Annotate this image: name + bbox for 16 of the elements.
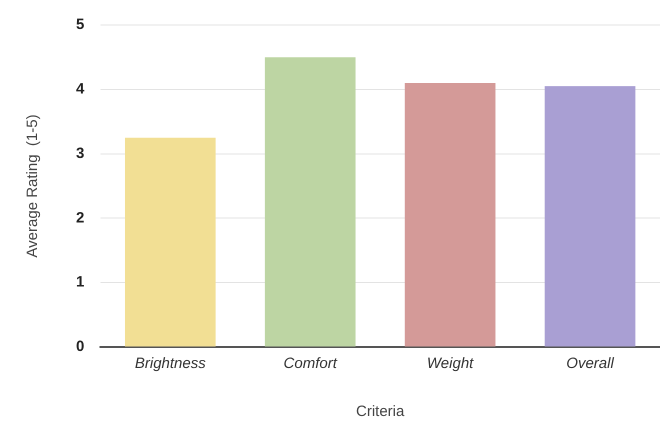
bar [124, 138, 216, 346]
bar [264, 57, 356, 346]
bar [404, 82, 496, 346]
x-tick-label: Comfort [284, 355, 338, 372]
x-tick-label: Weight [426, 355, 474, 372]
x-tick-label: Overall [566, 355, 614, 372]
y-tick-label: 1 [76, 274, 84, 291]
x-tick-label: Brightness [134, 355, 206, 372]
y-tick-label: 3 [76, 144, 84, 162]
bar [544, 86, 636, 346]
y-axis-title: Average Rating (1-5) [24, 114, 42, 258]
y-tick-label: 5 [76, 16, 84, 34]
y-tick-label: 4 [76, 80, 85, 98]
y-tick-label: 2 [76, 209, 84, 226]
x-axis-title: Criteria [356, 403, 405, 420]
y-tick-label: 0 [76, 338, 84, 356]
